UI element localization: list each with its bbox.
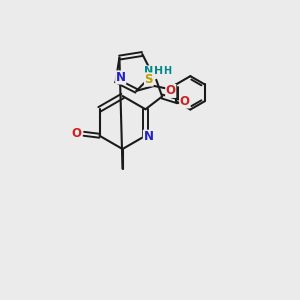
Text: O: O [71, 127, 81, 140]
Text: O: O [166, 84, 176, 98]
Text: N: N [116, 71, 126, 84]
Text: H: H [154, 66, 163, 76]
Text: S: S [145, 73, 153, 86]
Text: N: N [144, 66, 153, 76]
Text: O: O [180, 95, 190, 108]
Text: N: N [143, 130, 153, 143]
Text: H: H [163, 66, 171, 76]
